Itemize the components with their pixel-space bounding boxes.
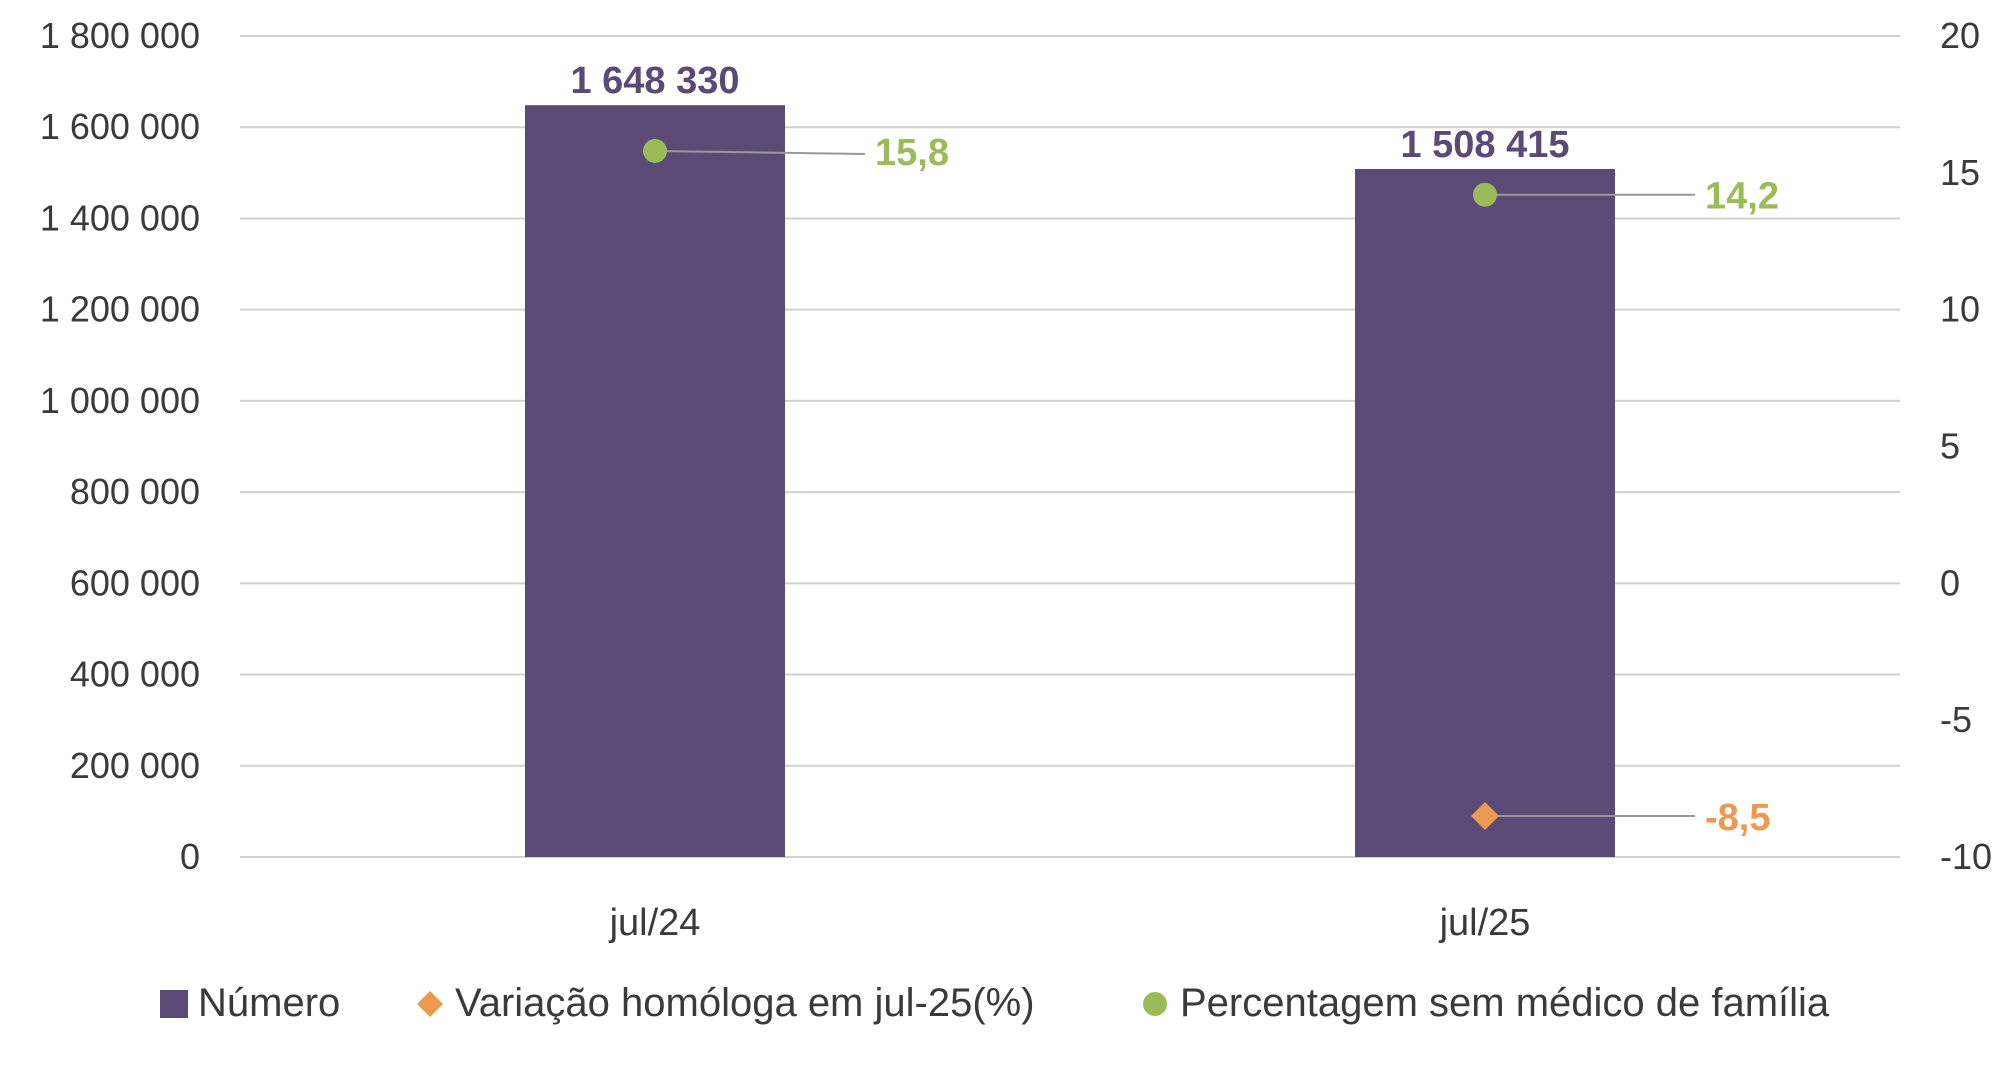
left-tick-label: 1 800 000 (40, 15, 200, 56)
label-leader-line (654, 149, 866, 155)
left-tick-label: 600 000 (70, 562, 200, 603)
legend-label-variation: Variação homóloga em jul-25(%) (455, 981, 1035, 1025)
right-tick-label: 5 (1940, 426, 1960, 467)
category-axis: jul/24 jul/25 (609, 902, 1531, 944)
percentage-marker (1473, 182, 1497, 207)
bar-series: 1 648 330 1 508 415 (525, 60, 1615, 858)
variation-marker (1471, 801, 1499, 830)
legend-label-numero: Número (198, 981, 340, 1025)
bar (525, 105, 785, 858)
left-tick-label: 800 000 (70, 471, 200, 512)
right-tick-label: 0 (1940, 562, 1960, 603)
left-tick-label: 200 000 (70, 745, 200, 786)
left-tick-label: 0 (180, 836, 200, 877)
bar (1355, 168, 1615, 857)
left-tick-label: 400 000 (70, 654, 200, 695)
left-tick-label: 1 200 000 (40, 289, 200, 330)
category-label: jul/25 (1439, 902, 1531, 944)
left-axis: 0 200 000 400 000 600 000 800 000 1 000 000 1 … (40, 15, 200, 877)
bar-value-label: 1 508 415 (1400, 124, 1569, 166)
legend-swatch-variation (417, 991, 443, 1017)
right-tick-label: -5 (1940, 699, 1972, 740)
marker-series: -8,5 15,8 14,2 (643, 132, 1779, 839)
grid-layer (240, 35, 1900, 858)
legend-swatch-percentage (1143, 992, 1167, 1016)
left-tick-label: 1 400 000 (40, 197, 200, 238)
left-tick-label: 1 600 000 (40, 106, 200, 147)
right-tick-label: 15 (1940, 152, 1980, 193)
category-label: jul/24 (609, 902, 701, 944)
right-tick-label: 10 (1940, 289, 1980, 330)
variation-value-label: -8,5 (1705, 797, 1770, 839)
legend: Número Variação homóloga em jul-25(%) Perc… (160, 981, 1830, 1025)
right-tick-label: 20 (1940, 15, 1980, 56)
left-tick-label: 1 000 000 (40, 380, 200, 421)
right-axis: -10 -5 0 5 10 15 20 (1940, 15, 1992, 877)
percentage-value-label: 15,8 (875, 132, 949, 174)
legend-label-percentage: Percentagem sem médico de família (1180, 981, 1830, 1025)
legend-swatch-numero (160, 990, 188, 1018)
percentage-marker (643, 138, 667, 163)
percentage-value-label: 14,2 (1705, 176, 1779, 218)
bar-value-label: 1 648 330 (570, 60, 739, 102)
right-tick-label: -10 (1940, 836, 1992, 877)
